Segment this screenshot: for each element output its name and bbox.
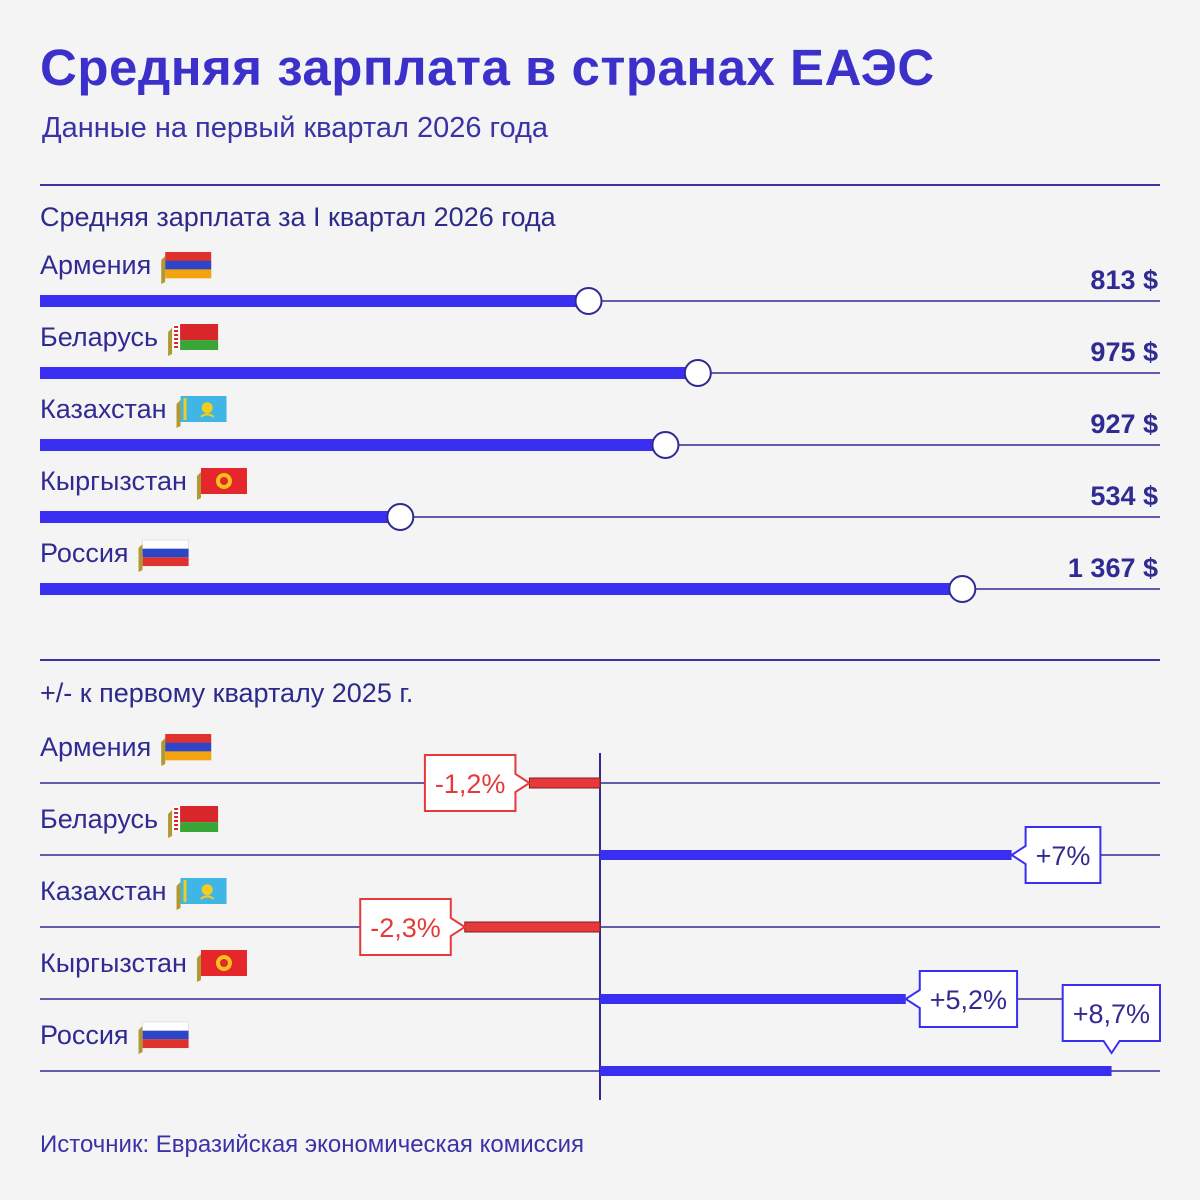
callout-box <box>359 898 467 956</box>
salary-marker <box>651 431 680 459</box>
salary-value-label: 534 $ <box>1090 481 1158 511</box>
salary-marker <box>574 287 603 315</box>
armenia-flag <box>161 734 212 766</box>
page-title: Средняя зарплата в странах ЕАЭС <box>40 39 935 96</box>
change-bar-positive <box>600 1066 1112 1076</box>
country-label: Казахстан <box>40 876 167 906</box>
callout-box <box>1061 984 1161 1055</box>
change-callout: -2,3% <box>359 898 467 956</box>
top-divider <box>40 184 1160 186</box>
change-bar-negative <box>528 777 601 789</box>
belarus-flag <box>168 806 219 838</box>
change-value-label: +8,7% <box>1073 999 1150 1029</box>
change-value-label: +7% <box>1036 841 1091 871</box>
callout-box <box>423 754 532 812</box>
change-bar-negative <box>464 921 601 933</box>
source-note: Источник: Евразийская экономическая коми… <box>40 1131 585 1158</box>
country-label: Россия <box>40 538 129 568</box>
country-label: Кыргызстан <box>40 466 187 496</box>
country-label: Россия <box>40 1020 129 1050</box>
salary-marker <box>948 575 977 603</box>
change-callout: -1,2% <box>423 754 532 812</box>
middle-divider <box>40 659 1160 661</box>
change-callout: +7% <box>1009 826 1102 884</box>
salary-bar <box>40 295 589 307</box>
kazakhstan-flag <box>176 396 227 428</box>
salary-value-label: 975 $ <box>1090 337 1158 367</box>
salary-value-label: 927 $ <box>1090 409 1158 439</box>
country-label: Беларусь <box>40 322 159 352</box>
country-label: Беларусь <box>40 804 159 834</box>
salary-bar <box>40 367 698 379</box>
armenia-flag <box>161 252 212 284</box>
kyrgyzstan-flag <box>196 950 247 982</box>
country-label: Казахстан <box>40 394 167 424</box>
callout-box <box>903 970 1019 1028</box>
callout-box <box>1009 826 1102 884</box>
change-value-label: -1,2% <box>435 769 506 799</box>
country-label: Армения <box>40 732 152 762</box>
russia-flag <box>138 1021 189 1054</box>
salary-marker <box>683 359 712 387</box>
belarus-flag <box>168 324 219 356</box>
country-label: Армения <box>40 250 152 280</box>
change-value-label: -2,3% <box>370 913 441 943</box>
salary-section-title: Средняя зарплата за I квартал 2026 года <box>40 202 556 232</box>
salary-bar <box>40 583 963 595</box>
change-bar-positive <box>600 850 1012 860</box>
change-callout: +5,2% <box>903 970 1019 1028</box>
russia-flag <box>138 539 189 572</box>
change-value-label: +5,2% <box>930 985 1007 1015</box>
kyrgyzstan-flag <box>196 468 247 500</box>
salary-value-label: 813 $ <box>1090 265 1158 295</box>
change-callout: +8,7% <box>1061 984 1161 1055</box>
kazakhstan-flag <box>176 878 227 910</box>
change-section-title: +/- к первому кварталу 2025 г. <box>40 678 414 708</box>
change-bar-positive <box>600 994 906 1004</box>
salary-marker <box>386 503 415 531</box>
country-label: Кыргызстан <box>40 948 187 978</box>
page-subtitle: Данные на первый квартал 2026 года <box>42 112 548 144</box>
salary-bar <box>40 511 401 523</box>
salary-value-label: 1 367 $ <box>1067 553 1158 583</box>
salary-bar <box>40 439 666 451</box>
